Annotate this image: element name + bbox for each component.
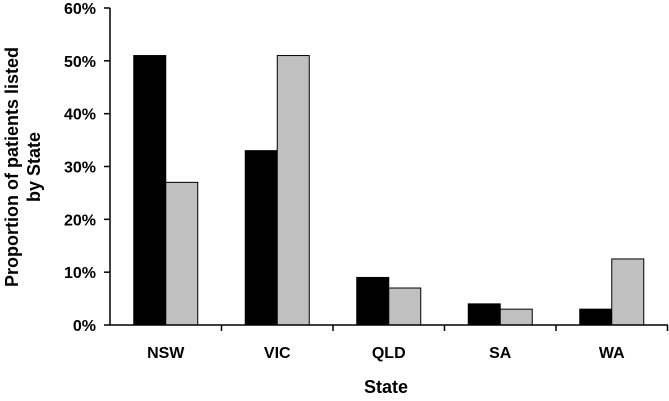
bar-vic-series-2 [276, 55, 310, 326]
bar-sa-series-1 [467, 303, 501, 326]
bar-vic-series-1 [244, 150, 278, 326]
bar-nsw-series-2 [165, 181, 199, 326]
y-tick-label: 60% [64, 1, 96, 18]
x-category-label: NSW [147, 345, 185, 362]
y-axis-title: Proportion of patients listed by State [2, 47, 44, 287]
y-tick-label: 20% [64, 212, 96, 229]
x-axis-title: State [364, 377, 408, 397]
y-tick-label: 30% [64, 160, 96, 177]
y-axis-ticks: 0% 10% 20% 30% 40% 50% 60% [64, 1, 110, 335]
bar-sa-series-2 [499, 308, 533, 326]
y-tick-label: 50% [64, 54, 96, 71]
x-category-label: WA [599, 345, 625, 362]
y-axis-title-line: Proportion of patients listed [2, 47, 22, 287]
bar-series [133, 55, 669, 331]
y-axis-title-line: by State [24, 132, 44, 202]
bar-nsw-series-1 [133, 55, 167, 326]
bar-wa-series-2 [611, 258, 645, 326]
y-tick-label: 10% [64, 265, 96, 282]
y-tick-label: 40% [64, 107, 96, 124]
bar-wa-series-1 [579, 308, 613, 326]
bar-qld-series-1 [356, 276, 390, 326]
x-category-label: QLD [372, 345, 406, 362]
x-category-label: SA [489, 345, 512, 362]
bar-qld-series-2 [388, 287, 422, 326]
x-axis-category-labels: NSW VIC QLD SA WA [147, 345, 625, 362]
y-tick-label: 0% [73, 318, 96, 335]
x-category-label: VIC [264, 345, 291, 362]
